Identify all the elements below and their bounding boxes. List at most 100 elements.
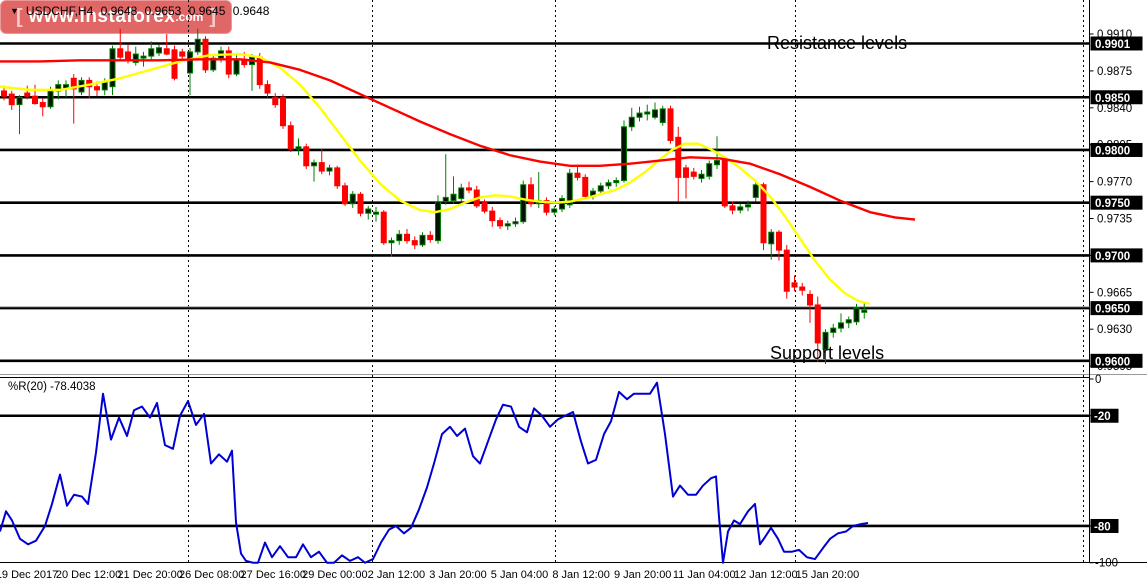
williams-r-line	[0, 381, 869, 564]
candle-body	[644, 111, 651, 115]
candle-body	[667, 108, 674, 141]
indicator-tick-label: -100	[1095, 558, 1118, 570]
candle-body	[125, 51, 131, 61]
price-tick-label: 0.9770	[1097, 177, 1132, 189]
candle-body	[8, 93, 15, 106]
candle-body	[94, 86, 100, 91]
support-resistance-lines	[0, 42, 1090, 528]
quote-low: 0.9645	[188, 4, 226, 18]
candle-body	[783, 249, 790, 292]
quote-open: 0.9648	[100, 4, 138, 18]
candle-body	[683, 167, 689, 178]
candle-body	[791, 282, 798, 288]
candle-body	[768, 231, 775, 245]
watermark-text: www.instaforex	[28, 6, 176, 27]
candle-body	[233, 58, 240, 75]
candle-body	[101, 81, 108, 91]
candle-body	[706, 163, 713, 177]
candle-body	[225, 50, 232, 75]
candle-body	[799, 286, 806, 291]
candle-body	[621, 126, 627, 182]
candle-body	[24, 92, 31, 97]
candle-body	[311, 162, 317, 167]
candle-body	[326, 167, 333, 172]
candle-body	[861, 309, 868, 313]
indicator-tick-label: 0	[1095, 374, 1101, 386]
level-label-text: 0.9600	[1095, 356, 1130, 368]
candle-body	[737, 206, 744, 211]
candle-body	[752, 184, 759, 198]
watermark-bracket-close: ]	[209, 5, 217, 28]
candle-body	[32, 95, 38, 105]
candle-body	[698, 173, 705, 179]
price-tick-label: 0.9665	[1097, 287, 1132, 299]
level-label-box	[1090, 142, 1143, 157]
watermark-bracket-open: [	[15, 5, 23, 28]
candle-body	[613, 180, 620, 184]
price-tick-label: 0.9735	[1097, 214, 1132, 226]
candle-body	[148, 48, 155, 57]
ma-slow-red	[0, 58, 916, 221]
candle-body	[845, 319, 852, 324]
indicator-label-box	[1090, 518, 1119, 533]
indicator-label-text: -20	[1094, 411, 1111, 423]
candle-body	[745, 204, 751, 208]
candle-body	[396, 233, 403, 242]
candle-body	[117, 48, 124, 58]
candle-body	[419, 234, 426, 246]
candle-body	[109, 48, 116, 88]
candle-body	[512, 221, 519, 225]
time-axis-label: 12 Jan 12:00	[734, 569, 798, 581]
time-axis-label: 21 Dec 20:00	[117, 569, 182, 581]
candle-body	[450, 193, 457, 202]
level-label-box	[1090, 353, 1143, 368]
time-axis-label: 27 Dec 16:00	[241, 569, 306, 581]
candle-body	[427, 234, 434, 241]
quote-close: 0.9648	[232, 4, 270, 18]
price-tick-label: 0.9840	[1097, 103, 1132, 115]
candle-body	[388, 240, 395, 244]
candle-body	[458, 187, 465, 199]
time-axis-label: 8 Jan 12:00	[552, 569, 610, 581]
candle-body	[435, 201, 441, 242]
candle-body	[342, 185, 348, 205]
candle-body	[807, 293, 813, 306]
time-axis-label: 29 Dec 00:00	[302, 569, 367, 581]
candle-body	[16, 96, 23, 106]
candle-body	[365, 208, 372, 214]
quote-high: 0.9653	[144, 4, 182, 18]
candle-body	[838, 322, 844, 329]
candle-body	[566, 172, 573, 206]
time-axis-label: 11 Jan 04:00	[673, 569, 736, 581]
level-label-box	[1090, 36, 1143, 51]
candle-body	[287, 125, 294, 150]
pane-frame	[0, 0, 1147, 563]
candle-body	[132, 53, 139, 63]
resistance-annotation: Resistance levels	[767, 33, 908, 53]
candle-body	[272, 96, 279, 106]
candle-body	[729, 205, 736, 211]
time-axis-label: 20 Dec 12:00	[56, 569, 121, 581]
level-label-box	[1090, 90, 1143, 105]
moving-averages-group	[0, 52, 916, 306]
candle-body	[442, 196, 449, 203]
watermark-suffix: .com	[175, 10, 204, 24]
candle-body	[497, 220, 503, 227]
indicator-label: %R(20) -78.4038	[8, 381, 96, 393]
level-label-text: 0.9750	[1095, 198, 1130, 210]
candle-body	[605, 182, 612, 187]
candles-group	[1, 28, 868, 364]
candle-body	[156, 47, 162, 54]
candle-body	[70, 77, 77, 90]
candle-body	[489, 210, 496, 222]
candle-body	[1, 90, 7, 97]
time-axis-label: 26 Dec 08:00	[179, 569, 244, 581]
candle-body	[357, 193, 364, 214]
candle-body	[636, 112, 643, 118]
candle-body	[187, 51, 193, 74]
candle-body	[349, 193, 356, 205]
time-axis-label: 19 Dec 2017	[0, 569, 58, 581]
candle-body	[721, 160, 728, 207]
